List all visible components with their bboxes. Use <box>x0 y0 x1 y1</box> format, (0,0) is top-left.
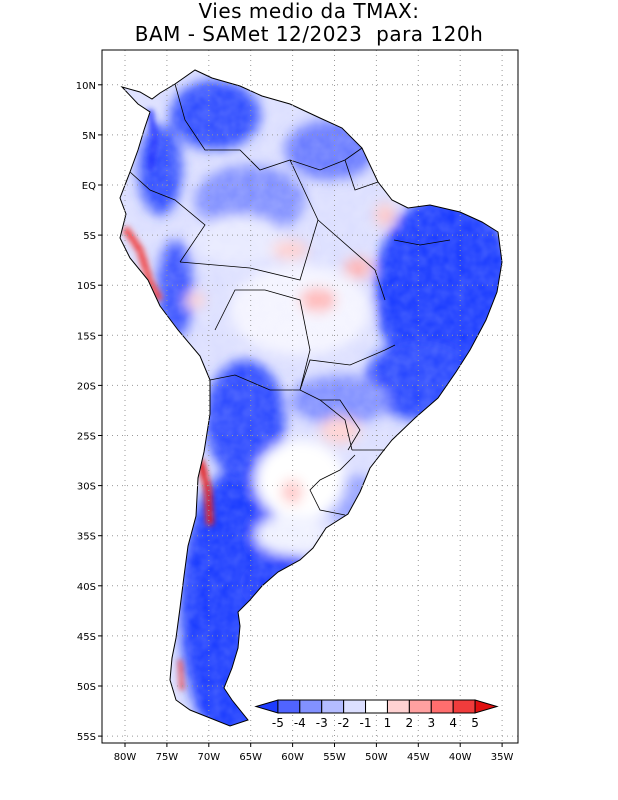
lat-tick-label: 30S <box>77 482 96 493</box>
colorbar-swatch <box>408 699 432 714</box>
lon-tick-label: 55W <box>323 752 346 763</box>
lon-tick-label: 35W <box>491 752 514 763</box>
colorbar-label: 1 <box>384 716 392 730</box>
lat-tick-label: 35S <box>77 532 96 543</box>
lat-tick-label: 5S <box>83 231 96 242</box>
colorbar-swatch <box>299 699 323 714</box>
lat-tick-label: 50S <box>77 682 96 693</box>
colorbar-label: 4 <box>449 716 457 730</box>
coastline <box>119 69 503 727</box>
colorbar-swatch <box>343 699 367 714</box>
colorbar-swatch <box>365 699 388 714</box>
colorbar: -5 -4 -3 -2 -1 1 2 3 4 5 <box>254 699 499 730</box>
colorbar-swatch <box>321 699 345 714</box>
colorbar-swatch <box>430 699 454 714</box>
lon-tick-label: 75W <box>156 752 179 763</box>
colorbar-label: 5 <box>471 716 479 730</box>
colorbar-label: -2 <box>338 716 350 730</box>
lat-tick-label: 25S <box>77 432 96 443</box>
lat-tick-label: 55S <box>77 732 96 743</box>
colorbar-swatch <box>474 699 499 714</box>
colorbar-label: -5 <box>272 716 284 730</box>
lon-tick-label: 50W <box>365 752 388 763</box>
colorbar-label: -3 <box>316 716 328 730</box>
lon-tick-label: 70W <box>197 752 220 763</box>
lat-tick-label: 10S <box>77 281 96 292</box>
lon-tick-label: 65W <box>239 752 262 763</box>
country-borders <box>129 83 451 516</box>
map-title: Vies medio da TMAX: BAM - SAMet 12/2023 … <box>0 0 618 46</box>
graticule <box>102 50 518 743</box>
lon-tick-label: 60W <box>281 752 304 763</box>
lat-tick-label: 5N <box>82 131 96 142</box>
colorbar-swatch <box>452 699 476 714</box>
lat-tick-label: 20S <box>77 381 96 392</box>
colorbar-label: -1 <box>360 716 372 730</box>
title-line-2: BAM - SAMet 12/2023 para 120h <box>134 22 484 46</box>
lon-tick-label: 80W <box>114 752 137 763</box>
colorbar-swatch <box>386 699 410 714</box>
colorbar-label: 2 <box>406 716 414 730</box>
map-frame <box>101 49 519 744</box>
lat-tick-label: 40S <box>77 582 96 593</box>
lon-tick-label: 45W <box>407 752 430 763</box>
lat-tick-label: 15S <box>77 331 96 342</box>
colorbar-swatch <box>277 699 301 714</box>
colorbar-label: 3 <box>427 716 435 730</box>
lat-axis: 10N 5N EQ 5S 10S 15S 20S 25S 30S 35S 40S 45S 50S 55S <box>76 81 102 743</box>
colorbar-label: -4 <box>294 716 306 730</box>
lat-tick-label: EQ <box>82 181 96 192</box>
lon-tick-label: 40W <box>449 752 472 763</box>
lat-tick-label: 10N <box>76 81 96 92</box>
lat-tick-label: 45S <box>77 632 96 643</box>
title-line-1: Vies medio da TMAX: <box>198 0 420 23</box>
lon-axis: 80W 75W 70W 65W 60W 55W 50W 45W 40W 35W <box>114 743 514 763</box>
